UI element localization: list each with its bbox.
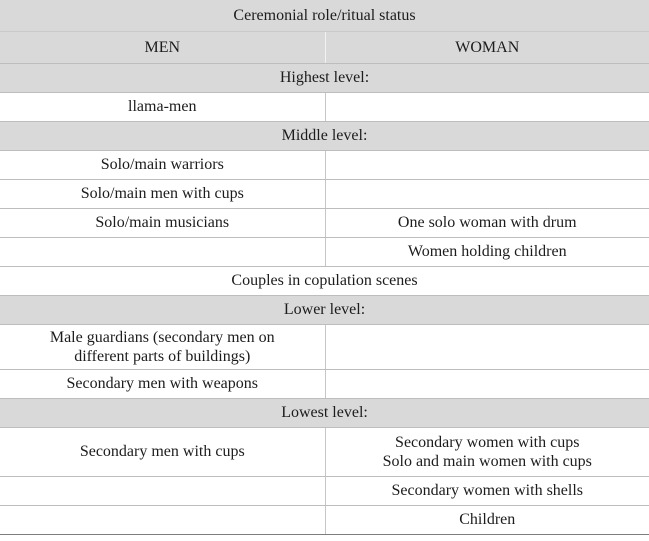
- column-header-woman: WOMAN: [325, 31, 649, 64]
- column-header-row: MEN WOMAN: [0, 31, 649, 64]
- section-heading-row: Highest level:: [0, 63, 649, 93]
- men-cell: Solo/main men with cups: [0, 179, 326, 209]
- section-heading-row: Middle level:: [0, 121, 649, 151]
- section-heading-lower: Lower level:: [0, 295, 649, 325]
- table-row: Secondary men with cups Secondary women …: [0, 427, 649, 477]
- men-cell: Secondary men with cups: [0, 427, 326, 477]
- woman-cell: Women holding children: [325, 237, 649, 267]
- table-row: Women holding children: [0, 237, 649, 267]
- column-header-men: MEN: [0, 31, 326, 64]
- table-row: Male guardians (secondary men on differe…: [0, 324, 649, 370]
- woman-cell: Children: [325, 505, 649, 535]
- men-cell-line: Male guardians (secondary men on: [49, 328, 275, 346]
- woman-cell-line: Solo and main women with cups: [382, 452, 592, 470]
- table-row-spanning: Couples in copulation scenes: [0, 266, 649, 296]
- woman-cell: [325, 369, 649, 399]
- section-heading-row: Lower level:: [0, 295, 649, 325]
- table-title-row: Ceremonial role/ritual status: [0, 0, 649, 32]
- section-heading-lowest: Lowest level:: [0, 398, 649, 428]
- woman-cell-line: Secondary women with cups: [395, 433, 580, 451]
- woman-cell: [325, 179, 649, 209]
- table-row: Solo/main warriors: [0, 150, 649, 180]
- table-title: Ceremonial role/ritual status: [0, 0, 649, 32]
- table-row: Children: [0, 505, 649, 535]
- men-cell-line: different parts of buildings): [74, 347, 251, 365]
- woman-cell: [325, 150, 649, 180]
- men-cell: Solo/main musicians: [0, 208, 326, 238]
- men-cell: llama-men: [0, 92, 326, 122]
- section-heading-row: Lowest level:: [0, 398, 649, 428]
- section-heading-highest: Highest level:: [0, 63, 649, 93]
- table-row: Secondary women with shells: [0, 476, 649, 506]
- men-cell: [0, 237, 326, 267]
- woman-cell: Secondary women with cups Solo and main …: [325, 427, 649, 477]
- woman-cell: Secondary women with shells: [325, 476, 649, 506]
- section-heading-middle: Middle level:: [0, 121, 649, 151]
- table-row: Solo/main musicians One solo woman with …: [0, 208, 649, 238]
- table-row: Secondary men with weapons: [0, 369, 649, 399]
- woman-cell: [325, 92, 649, 122]
- men-cell: [0, 505, 326, 535]
- men-cell: [0, 476, 326, 506]
- woman-cell: One solo woman with drum: [325, 208, 649, 238]
- men-cell: Male guardians (secondary men on differe…: [0, 324, 326, 370]
- woman-cell: [325, 324, 649, 370]
- spanning-cell: Couples in copulation scenes: [0, 266, 649, 296]
- table-row: Solo/main men with cups: [0, 179, 649, 209]
- table-row: llama-men: [0, 92, 649, 122]
- men-cell: Solo/main warriors: [0, 150, 326, 180]
- men-cell: Secondary men with weapons: [0, 369, 326, 399]
